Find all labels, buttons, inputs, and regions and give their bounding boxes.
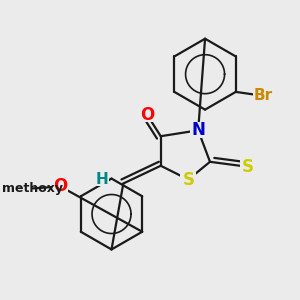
FancyBboxPatch shape [95,172,109,186]
Text: S: S [242,158,254,176]
FancyBboxPatch shape [52,178,68,194]
FancyBboxPatch shape [190,122,206,138]
Text: O: O [140,106,154,124]
Text: Br: Br [254,88,273,103]
Text: H: H [95,172,108,187]
Text: methoxy: methoxy [2,182,63,195]
FancyBboxPatch shape [253,88,274,104]
Text: O: O [53,177,68,195]
FancyBboxPatch shape [139,107,155,122]
FancyBboxPatch shape [239,159,255,175]
Text: N: N [191,121,205,139]
Text: S: S [182,170,194,188]
FancyBboxPatch shape [180,172,196,188]
